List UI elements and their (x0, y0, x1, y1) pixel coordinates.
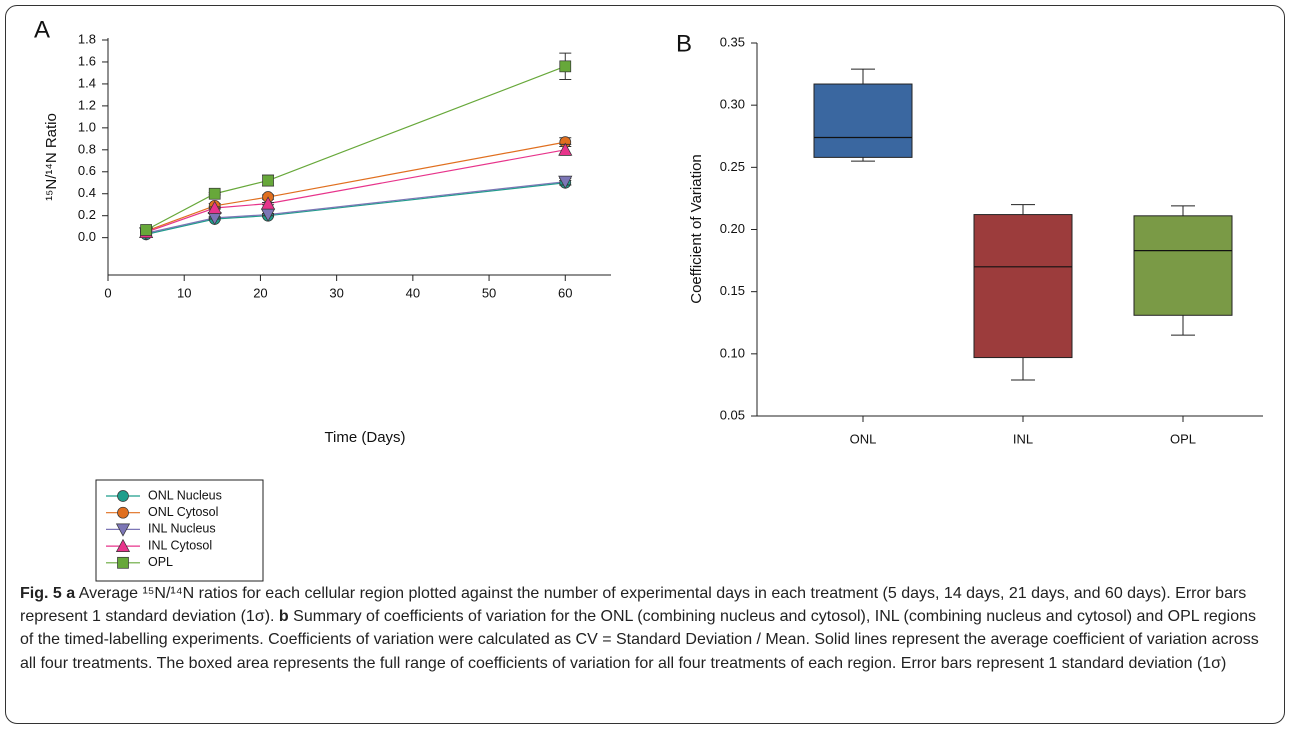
y-tick-label: 0.25 (720, 159, 745, 174)
legend-label: INL Cytosol (148, 538, 212, 552)
data-point (207, 200, 222, 214)
x-tick-label: ONL (850, 431, 877, 446)
legend-marker (115, 538, 131, 552)
series-line (145, 149, 566, 233)
y-tick-label: 0.15 (720, 283, 745, 298)
caption-panel: a (66, 585, 76, 602)
whisker (851, 68, 875, 85)
x-axis-title: Time (Days) (324, 429, 405, 446)
x-tick-label: 20 (253, 285, 267, 300)
legend-label: ONL Nucleus (148, 488, 222, 502)
caption-label: Fig. 5 (20, 585, 62, 602)
y-tick-label: 1.0 (78, 119, 96, 134)
y-tick-label: 0.05 (720, 407, 745, 422)
x-tick-label: OPL (1170, 431, 1196, 446)
y-tick-label: 0.0 (78, 229, 96, 244)
box (1133, 215, 1233, 316)
legend-marker (115, 523, 131, 537)
y-tick-label: 1.2 (78, 97, 96, 112)
legend-marker (117, 506, 129, 519)
x-tick-label: 40 (406, 285, 420, 300)
y-tick-label: 0.35 (720, 34, 745, 49)
box (973, 214, 1073, 359)
data-point (208, 187, 221, 200)
x-tick-label: 10 (177, 285, 191, 300)
series-line (145, 182, 566, 235)
data-point (558, 142, 573, 156)
series-line (145, 181, 566, 234)
whisker (1171, 315, 1195, 336)
whisker (1011, 357, 1035, 381)
series-line (145, 65, 566, 231)
data-point (260, 196, 276, 210)
data-point (559, 60, 572, 73)
y-tick-label: 1.6 (78, 53, 96, 68)
series-line (145, 141, 566, 232)
panel-label: A (34, 16, 50, 43)
legend-marker (117, 490, 129, 502)
legend-marker (117, 556, 129, 569)
caption: Fig. 5 a Average ¹⁵N/¹⁴N ratios for each… (20, 582, 1270, 675)
y-tick-label: 1.8 (78, 31, 96, 46)
x-tick-label: INL (1013, 431, 1033, 446)
whisker (1171, 205, 1195, 216)
x-tick-label: 0 (104, 285, 111, 300)
legend-label: ONL Cytosol (148, 505, 218, 519)
caption-panel: b (278, 608, 289, 626)
y-axis-title: Coefficient of Variation (688, 154, 705, 304)
y-tick-label: 0.4 (78, 185, 96, 200)
x-tick-label: 30 (329, 285, 343, 300)
panel-label: B (676, 30, 692, 57)
figure-frame (5, 5, 1285, 724)
x-tick-label: 50 (482, 285, 496, 300)
x-tick-label: 60 (558, 285, 572, 300)
caption-text: Average ¹⁵N/¹⁴N ratios for each cellular… (20, 585, 1247, 626)
y-tick-label: 1.4 (78, 75, 96, 90)
legend-box (95, 479, 264, 582)
y-tick-label: 0.30 (720, 97, 745, 112)
data-point (140, 224, 152, 236)
y-tick-label: 0.20 (720, 221, 745, 236)
data-point (262, 174, 274, 187)
whisker (1011, 204, 1035, 215)
y-axis-title: ¹⁵N/¹⁴N Ratio (43, 113, 60, 201)
caption-text: Summary of coefficients of variation for… (20, 608, 1259, 672)
y-tick-label: 0.8 (78, 141, 96, 156)
y-tick-label: 0.6 (78, 163, 96, 178)
data-point (558, 175, 573, 189)
y-tick-label: 0.10 (720, 345, 745, 360)
legend-label: INL Nucleus (148, 522, 216, 536)
legend-label: OPL (148, 555, 173, 569)
whisker (851, 157, 875, 162)
y-tick-label: 0.2 (78, 207, 96, 222)
box (813, 83, 913, 158)
